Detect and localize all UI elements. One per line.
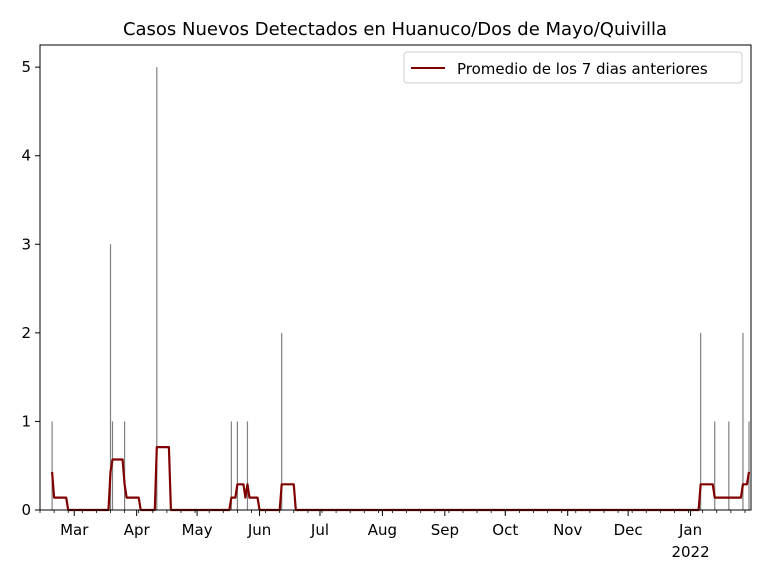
legend-box	[403, 51, 743, 84]
y-tick-label: 3	[21, 235, 31, 253]
y-tick-label: 0	[21, 501, 31, 519]
x-tick-label: Jan	[678, 521, 702, 539]
x-tick-label: Aug	[368, 521, 397, 539]
x-tick-label: Apr	[124, 521, 151, 539]
x-tick-label: Jul	[310, 521, 329, 539]
y-tick-label: 4	[21, 147, 31, 165]
x-tick-label: Mar	[60, 521, 89, 539]
chart-title: Casos Nuevos Detectados en Huanuco/Dos d…	[123, 19, 667, 40]
legend: Promedio de los 7 dias anteriores	[403, 51, 743, 84]
y-tick-label: 5	[21, 58, 31, 76]
x-tick-label: Sep	[431, 521, 459, 539]
legend-label: Promedio de los 7 dias anteriores	[457, 60, 708, 78]
x-tick-label: Nov	[553, 521, 582, 539]
plot-frame	[39, 44, 752, 511]
x-tick-label: Oct	[492, 521, 518, 539]
x-tick-sublabel: 2022	[671, 543, 709, 561]
x-tick-label: Jun	[247, 521, 271, 539]
x-tick-label: Dec	[614, 521, 643, 539]
x-axis: Mar Apr May Jun Jul Aug Sep Oct Nov Dec Jan 2022	[39, 510, 746, 561]
line-layer	[50, 446, 751, 512]
average-line	[50, 446, 751, 512]
y-axis: 0 1 2 3 4 5	[21, 58, 40, 519]
y-tick-label: 2	[21, 324, 31, 342]
x-tick-label: May	[182, 521, 213, 539]
y-tick-label: 1	[21, 412, 31, 430]
